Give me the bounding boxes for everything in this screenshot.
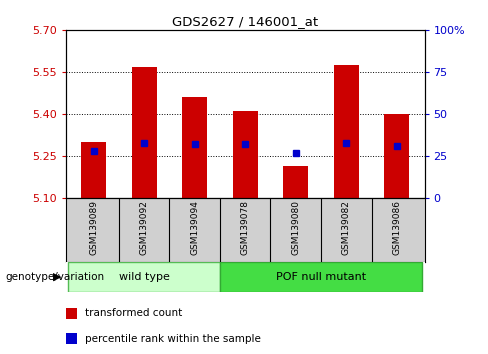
- Bar: [220, 262, 422, 292]
- Bar: [68, 262, 220, 292]
- Text: ▶: ▶: [53, 272, 61, 282]
- Bar: [233, 112, 258, 198]
- Text: GSM139092: GSM139092: [140, 200, 149, 255]
- Bar: [283, 166, 308, 198]
- Text: GSM139080: GSM139080: [291, 200, 300, 255]
- Text: wild type: wild type: [119, 272, 170, 282]
- Text: transformed count: transformed count: [85, 308, 183, 318]
- Text: percentile rank within the sample: percentile rank within the sample: [85, 334, 261, 344]
- Bar: [81, 142, 106, 198]
- Bar: [384, 114, 409, 198]
- Bar: [132, 67, 157, 198]
- Text: genotype/variation: genotype/variation: [5, 272, 104, 282]
- Text: GSM139089: GSM139089: [89, 200, 98, 255]
- Text: GSM139086: GSM139086: [392, 200, 401, 255]
- Bar: [182, 97, 207, 198]
- Bar: [334, 65, 359, 198]
- Title: GDS2627 / 146001_at: GDS2627 / 146001_at: [172, 15, 318, 28]
- Text: GSM139078: GSM139078: [241, 200, 250, 255]
- Text: GSM139082: GSM139082: [342, 200, 351, 255]
- Text: GSM139094: GSM139094: [190, 200, 199, 255]
- Text: POF null mutant: POF null mutant: [276, 272, 366, 282]
